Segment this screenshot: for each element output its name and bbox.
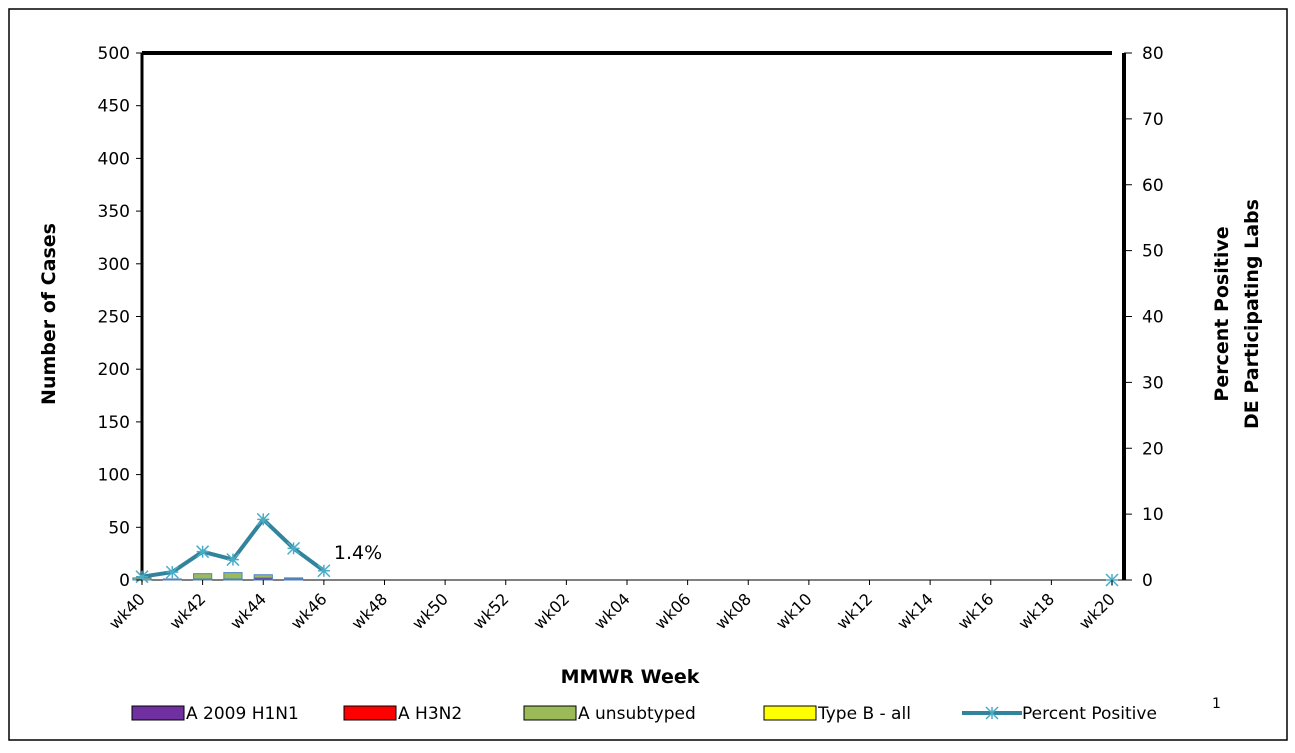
legend-swatch bbox=[344, 706, 396, 720]
y-tick-label: 400 bbox=[98, 149, 130, 169]
footnote-marker: 1 bbox=[1212, 696, 1221, 712]
bar-a-unsubtyped bbox=[194, 574, 212, 579]
y-tick-label: 100 bbox=[98, 466, 130, 486]
y2-tick-label: 0 bbox=[1142, 571, 1153, 591]
y-tick-label: 450 bbox=[98, 97, 130, 117]
plot-background bbox=[142, 53, 1112, 580]
percent-positive-point bbox=[257, 513, 269, 525]
y2-tick-label: 50 bbox=[1142, 242, 1164, 262]
y2-tick-label: 10 bbox=[1142, 505, 1164, 525]
x-axis-title: MMWR Week bbox=[561, 666, 700, 688]
y-tick-label: 250 bbox=[98, 308, 130, 328]
legend-swatch bbox=[132, 706, 184, 720]
plot-area bbox=[142, 53, 1124, 580]
y-tick-label: 350 bbox=[98, 202, 130, 222]
percent-positive-point bbox=[227, 554, 239, 566]
y2-tick-label: 60 bbox=[1142, 176, 1164, 196]
percent-positive-point bbox=[318, 565, 330, 577]
y2-tick-label: 30 bbox=[1142, 373, 1164, 393]
legend-swatch bbox=[764, 706, 816, 720]
legend-label: A unsubtyped bbox=[578, 704, 696, 724]
percent-positive-point bbox=[166, 566, 178, 578]
y-tick-label: 300 bbox=[98, 255, 130, 275]
y-tick-label: 200 bbox=[98, 360, 130, 380]
y2-tick-label: 20 bbox=[1142, 439, 1164, 459]
y-tick-label: 50 bbox=[108, 518, 130, 538]
bar-a-unsubtyped bbox=[163, 579, 181, 580]
y-tick-label: 500 bbox=[98, 44, 130, 64]
bar-a-unsubtyped bbox=[224, 573, 242, 579]
bar-a-unsubtyped bbox=[254, 575, 272, 578]
legend-label: Type B - all bbox=[817, 704, 911, 724]
percent-positive-point bbox=[197, 546, 209, 558]
y2-tick-label: 70 bbox=[1142, 110, 1164, 130]
legend-label: A H3N2 bbox=[398, 704, 462, 724]
bar-a-unsubtyped bbox=[284, 578, 302, 579]
y-tick-label: 0 bbox=[119, 571, 130, 591]
y2-tick-label: 40 bbox=[1142, 308, 1164, 328]
y-tick-label: 150 bbox=[98, 413, 130, 433]
legend-swatch bbox=[524, 706, 576, 720]
y2-axis-title-line2: DE Participating Labs bbox=[1241, 199, 1263, 429]
y2-tick-label: 80 bbox=[1142, 44, 1164, 64]
y2-axis-title-line1: Percent Positive bbox=[1211, 226, 1233, 401]
y-axis-title: Number of Cases bbox=[38, 223, 60, 405]
legend-label: A 2009 H1N1 bbox=[186, 704, 299, 724]
last-value-annotation: 1.4% bbox=[334, 542, 382, 564]
legend-label: Percent Positive bbox=[1022, 704, 1157, 724]
percent-positive-point bbox=[288, 542, 300, 554]
